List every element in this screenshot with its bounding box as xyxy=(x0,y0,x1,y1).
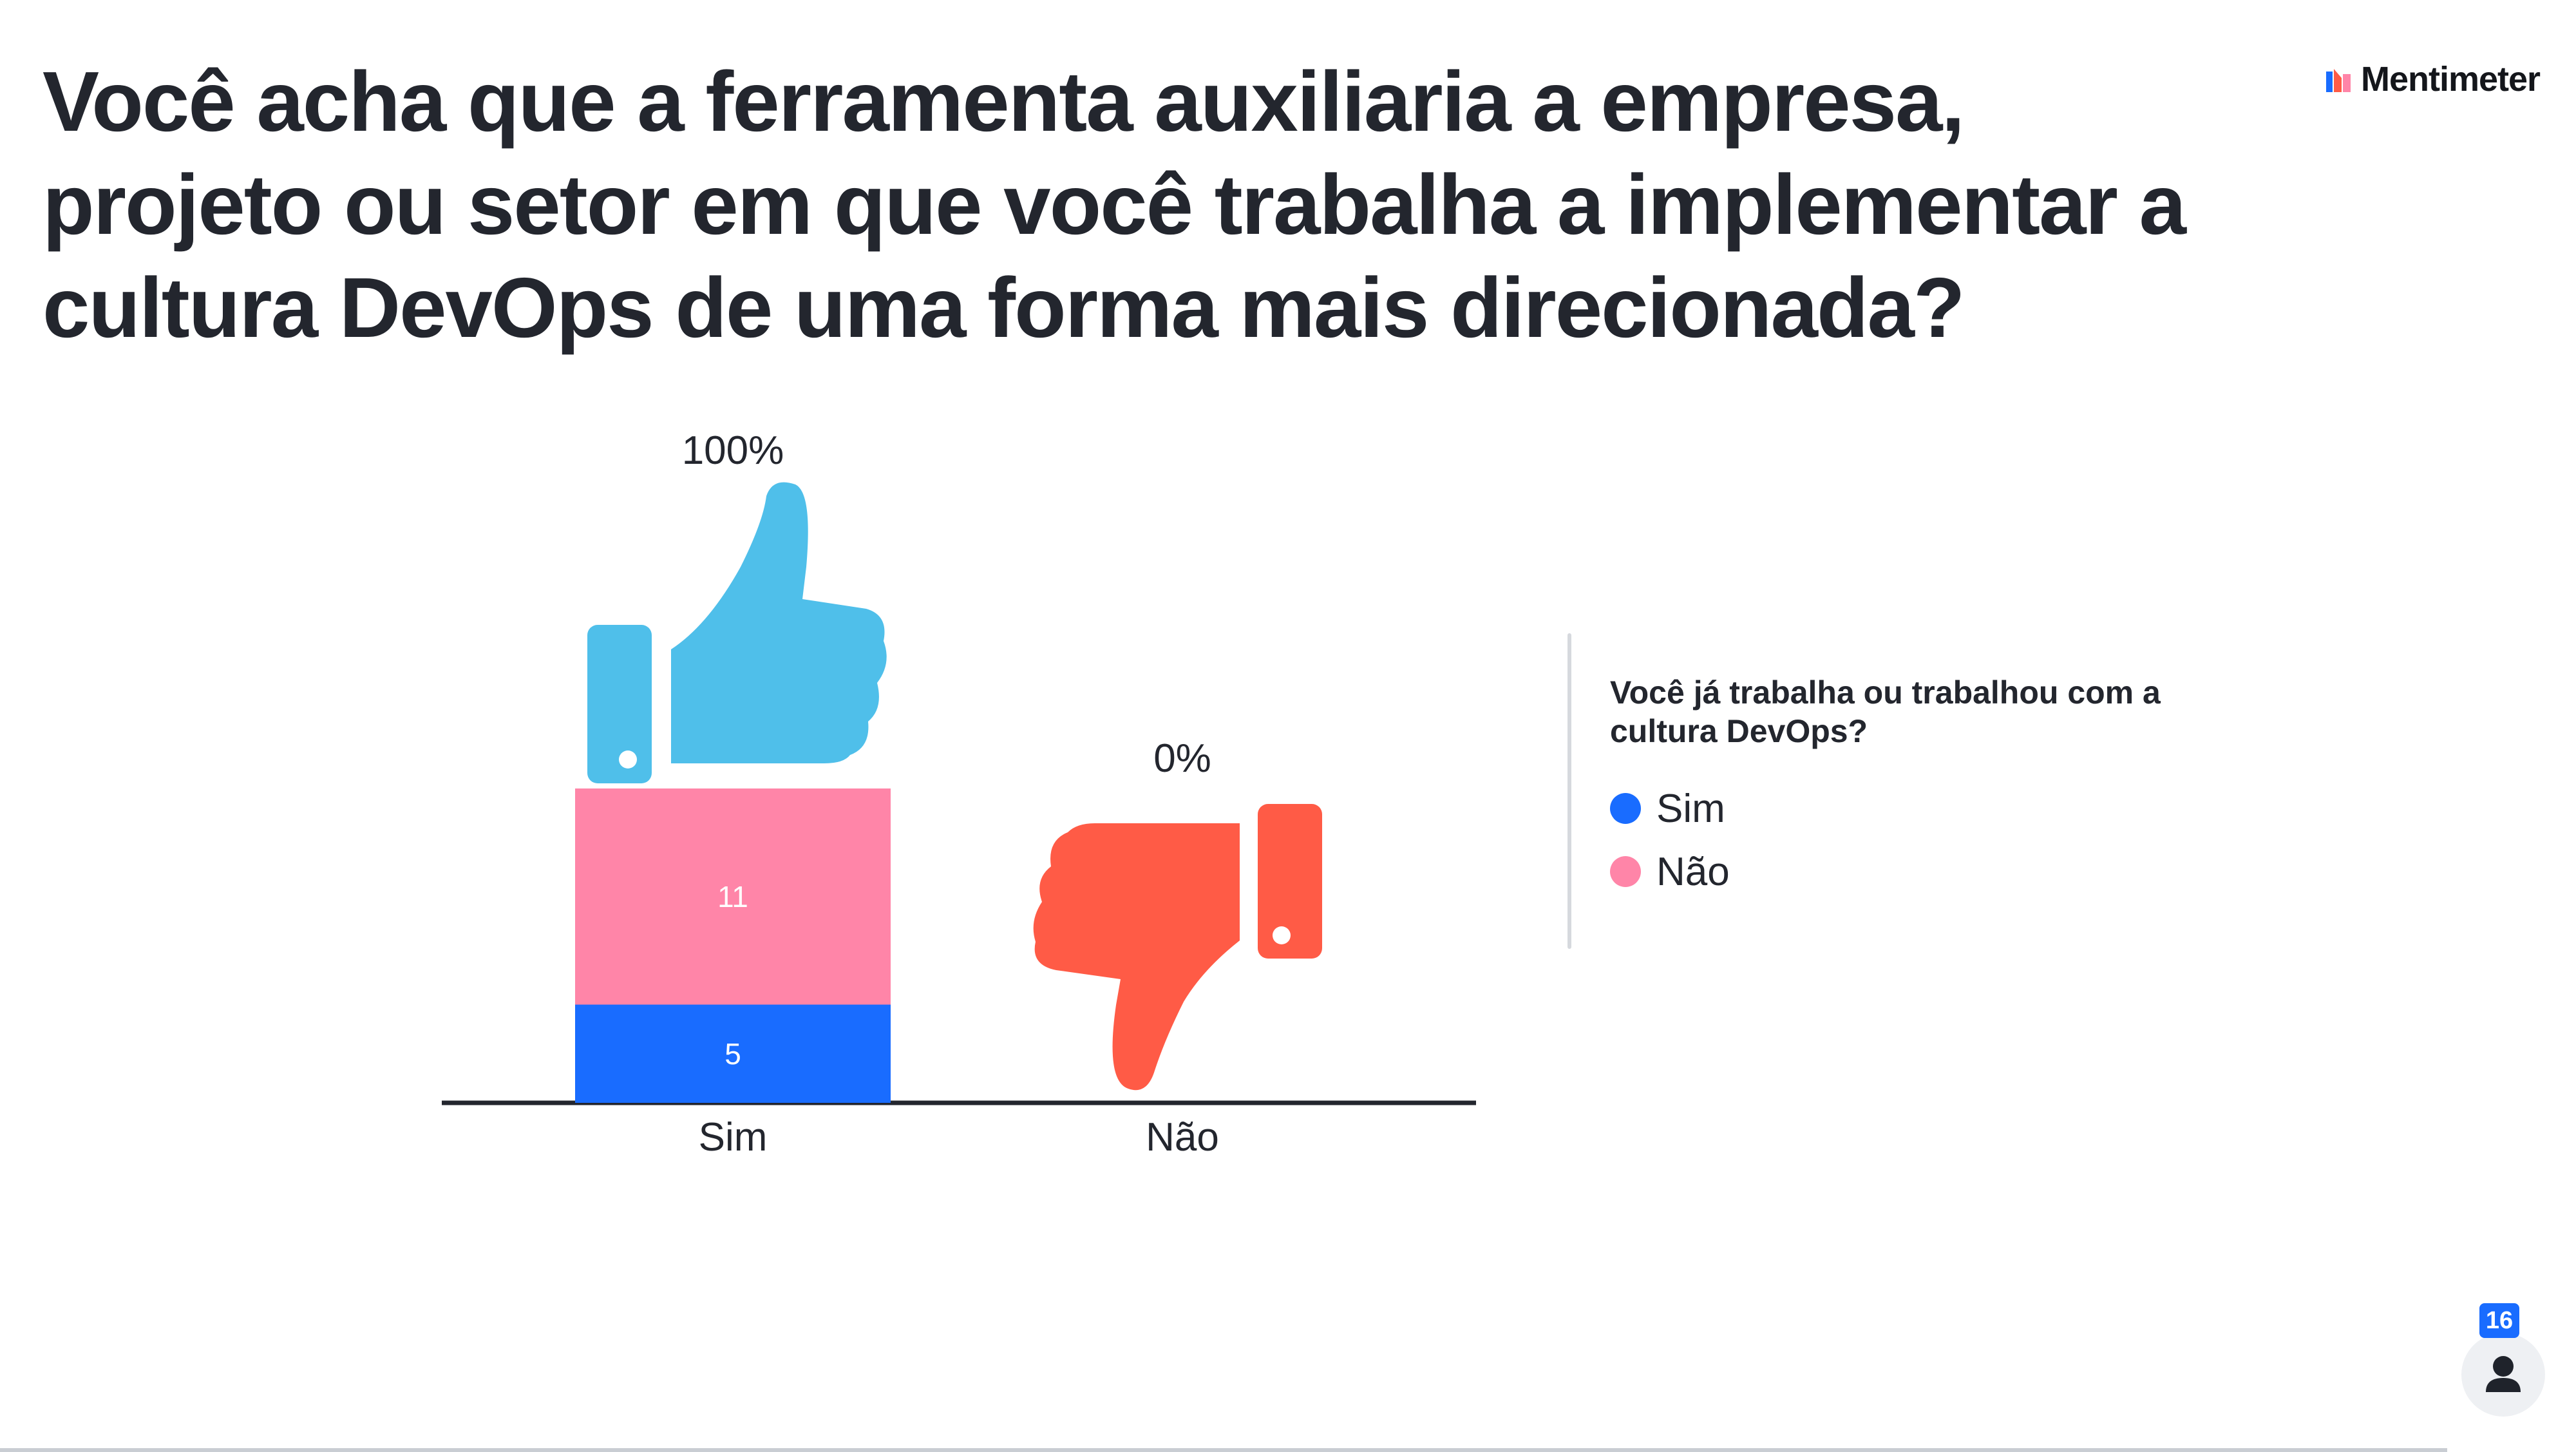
percent-label-0: 100% xyxy=(682,428,784,473)
mentimeter-logo-icon xyxy=(2326,69,2351,92)
participants-avatar[interactable] xyxy=(2461,1333,2545,1417)
mentimeter-brand[interactable]: Mentimeter xyxy=(2325,57,2541,102)
bottom-divider xyxy=(0,1448,2447,1452)
thumbs-down-icon xyxy=(1033,804,1322,1091)
results-chart: 5 11 Sim Não 100% 0% xyxy=(442,428,1476,1160)
legend-item-sim: Sim xyxy=(1610,786,2190,831)
percent-label-1: 0% xyxy=(1153,736,1211,781)
thumbs-up-hand xyxy=(671,482,887,763)
thumbs-down-hand xyxy=(1033,823,1240,1091)
thumbs-down-cuff-dot xyxy=(1273,926,1291,944)
legend-swatch-sim xyxy=(1610,793,1641,824)
question-title: Você acha que a ferramenta auxiliaria a … xyxy=(43,54,2186,355)
category-label-0: Sim xyxy=(699,1115,768,1160)
chart-legend: Você já trabalha ou trabalhou com a cult… xyxy=(1610,673,2190,894)
legend-swatch-nao xyxy=(1610,856,1641,887)
participants-widget[interactable]: 16 xyxy=(2461,1303,2546,1417)
bar-segment-sim xyxy=(575,1004,891,1103)
bar-value-label-sim: 5 xyxy=(724,1037,741,1071)
bar-value-label-nao: 11 xyxy=(717,880,748,913)
category-label-1: Não xyxy=(1146,1115,1219,1160)
thumbs-up-cuff xyxy=(587,625,652,783)
bar-segment-nao xyxy=(575,788,891,1005)
legend-item-nao: Não xyxy=(1610,849,2190,894)
brand-name: Mentimeter xyxy=(2361,60,2541,99)
person-icon xyxy=(2486,1356,2521,1392)
legend-label-sim: Sim xyxy=(1656,786,1725,831)
legend-label-nao: Não xyxy=(1656,849,1730,894)
thumbs-down-cuff xyxy=(1258,804,1322,959)
thumbs-up-icon xyxy=(587,482,887,783)
legend-divider xyxy=(1567,633,1571,949)
legend-title: Você já trabalha ou trabalhou com a cult… xyxy=(1610,674,2161,749)
thumbs-up-cuff-dot xyxy=(619,750,637,769)
participant-count-badge: 16 xyxy=(2479,1303,2519,1338)
